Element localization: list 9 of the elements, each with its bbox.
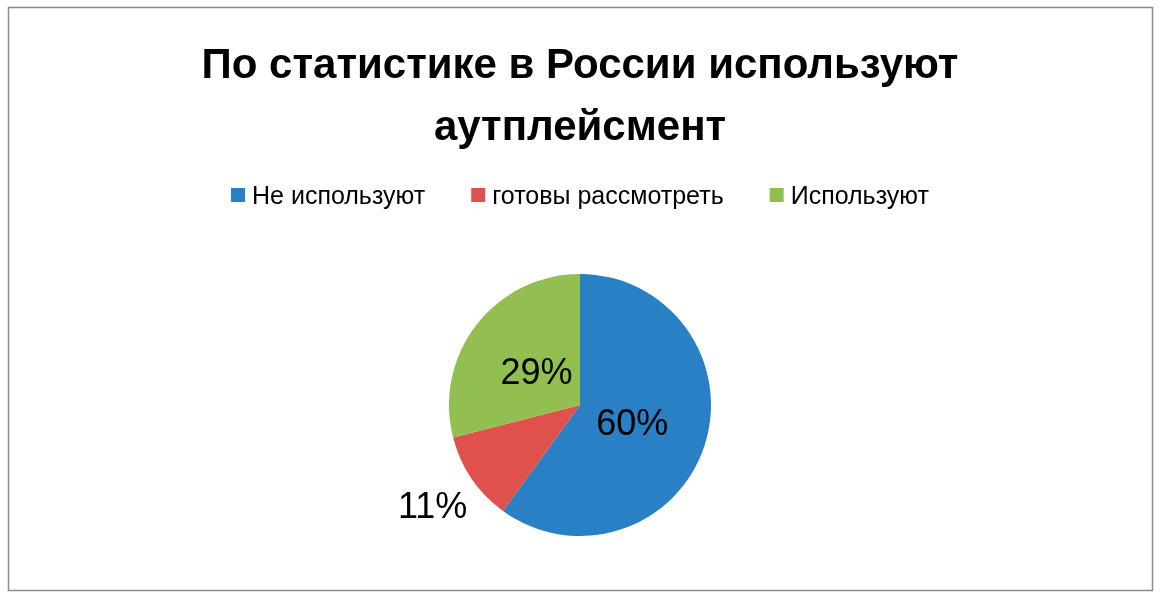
legend-label: Не используют bbox=[252, 181, 426, 209]
legend-label: Используют bbox=[790, 181, 930, 209]
data-label: 29% bbox=[500, 350, 573, 392]
chart-title: По статистике в России используют аутплейсмент bbox=[201, 40, 959, 149]
data-label: 60% bbox=[596, 401, 669, 443]
data-label: 11% bbox=[397, 484, 468, 526]
pie-slice bbox=[503, 274, 711, 536]
legend-label: готовы рассмотреть bbox=[492, 181, 724, 209]
pie-slice bbox=[449, 274, 580, 438]
